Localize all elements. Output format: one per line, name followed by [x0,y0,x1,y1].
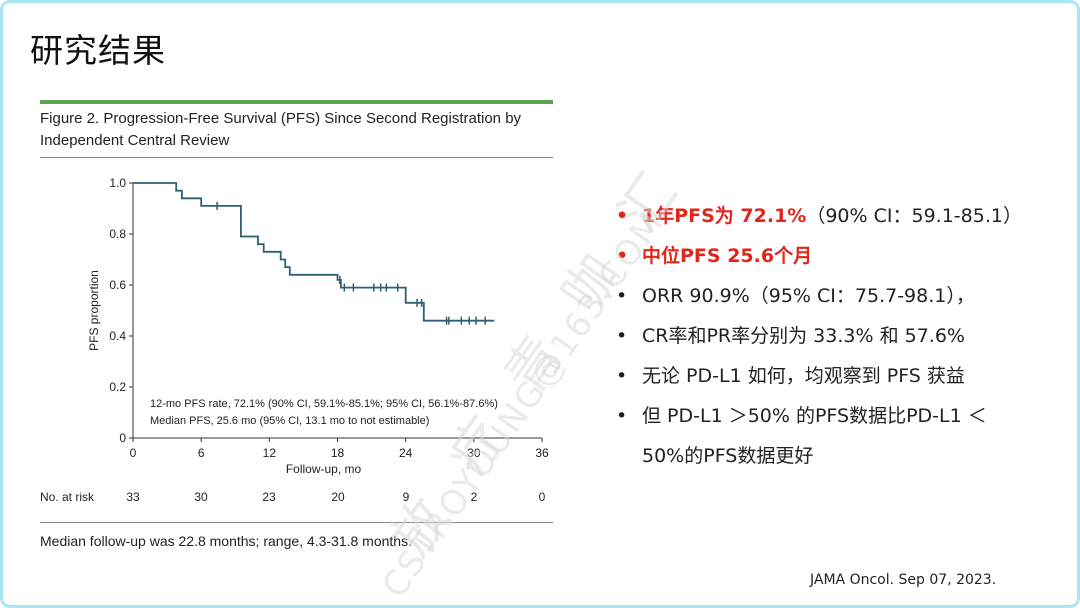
x-tick-label: 24 [399,446,413,460]
km-step-line [133,182,495,322]
bullet-pdl1-comparison-cont: 50%的PFS数据更好 [616,436,1022,476]
figure-footnote: Median follow-up was 22.8 months; range,… [40,533,412,549]
bullet-text: 但 PD-L1 ＞50% 的PFS数据比PD-L1 ＜ [642,405,987,427]
x-tick-label: 36 [535,446,549,460]
figure-caption-rule [40,157,553,158]
y-tick-label: 1.0 [109,176,126,190]
y-tick-label: 0.6 [109,278,126,292]
at-risk-value: 9 [402,490,410,504]
at-risk-value: 20 [331,490,345,504]
bullet-pdl1-comparison: • 但 PD-L1 ＞50% 的PFS数据比PD-L1 ＜ [616,396,1022,436]
bullet-median-pfs: • 中位PFS 25.6个月 [616,236,1022,276]
at-risk-value: 30 [194,490,208,504]
x-axis-label: Follow-up, mo [286,462,362,476]
y-tick-label: 0.4 [109,329,126,343]
y-tick-label: 0.2 [109,380,126,394]
km-chart: 0 6 12 18 24 30 36 0 0.2 0.4 0.6 0.8 1.0 PFS proport… [87,176,549,476]
km-curve [133,182,495,325]
chart-axes: 0 6 12 18 24 30 36 0 0.2 0.4 0.6 0.8 1.0 [109,176,549,460]
bullet-cr-pr: • CR率和PR率分别为 33.3% 和 57.6% [616,316,1022,356]
x-tick-label: 6 [198,446,205,460]
bullet-marker: • [616,245,629,267]
at-risk-value: 33 [126,490,140,504]
y-tick-label: 0.8 [109,227,126,241]
bullet-text: 50%的PFS数据更好 [642,445,814,467]
bullet-marker: • [616,325,628,347]
bullet-text: 中位PFS 25.6个月 [642,245,813,267]
at-risk-value: 23 [262,490,276,504]
annotation-median-pfs: Median PFS, 25.6 mo (95% CI, 13.1 mo to … [150,415,429,427]
x-tick-label: 0 [130,446,137,460]
bullet-text: 无论 PD-L1 如何，均观察到 PFS 获益 [642,365,965,387]
bullet-1yr-pfs: • 1年PFS为 72.1%（90% CI：59.1-85.1） [616,196,1022,236]
figure-bottom-rule [40,522,553,523]
results-bullet-list: • 1年PFS为 72.1%（90% CI：59.1-85.1） • 中位PFS… [616,196,1022,476]
x-tick-label: 12 [263,446,277,460]
slide-title: 研究结果 [30,31,166,70]
at-risk-value: 0 [538,490,546,504]
bullet-marker: • [616,205,629,227]
bullet-marker: • [616,405,628,427]
x-tick-label: 18 [331,446,345,460]
at-risk-label: No. at risk [40,490,95,504]
figure-caption: Figure 2. Progression-Free Survival (PFS… [40,110,522,149]
bullet-pdl1-benefit: • 无论 PD-L1 如何，均观察到 PFS 获益 [616,356,1022,396]
bullet-marker: • [616,365,628,387]
citation: JAMA Oncol. Sep 07, 2023. [810,572,997,588]
x-tick-label: 30 [467,446,481,460]
bullet-suffix: （90% CI：59.1-85.1） [806,205,1022,227]
y-tick-label: 0 [119,431,126,445]
annotation-12mo-rate: 12-mo PFS rate, 72.1% (90% CI, 59.1%-85.… [150,398,498,410]
at-risk-value: 2 [470,490,478,504]
bullet-text: 1年PFS为 72.1% [642,205,807,227]
at-risk-row: No. at risk 33 30 23 20 9 2 0 [40,490,553,506]
y-axis-label: PFS proportion [87,270,101,351]
bullet-text: CR率和PR率分别为 33.3% 和 57.6% [642,325,965,347]
bullet-orr: • ORR 90.9%（95% CI：75.7-98.1）， [616,276,1022,316]
figure-top-rule [40,100,553,104]
bullet-marker: • [616,285,628,307]
bullet-text: ORR 90.9%（95% CI：75.7-98.1）， [642,285,975,307]
